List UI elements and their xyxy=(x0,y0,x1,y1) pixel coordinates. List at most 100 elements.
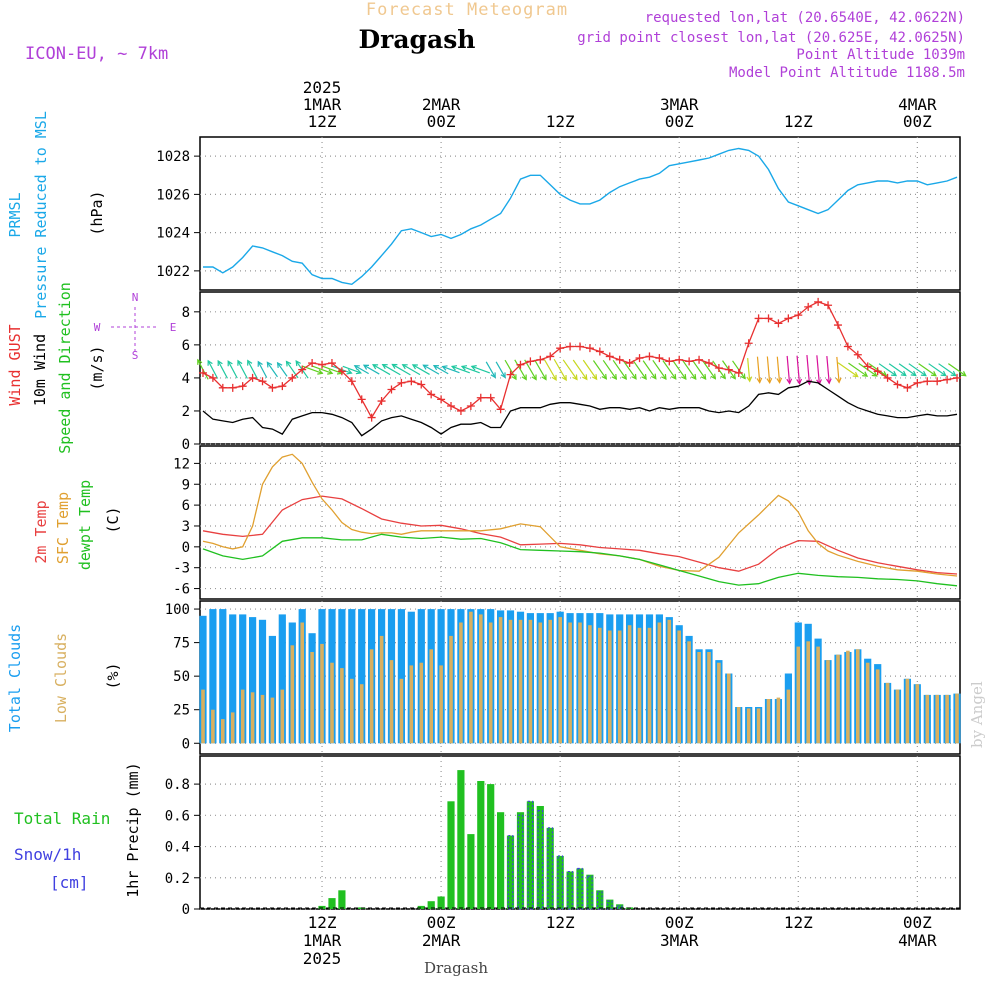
wind-arrow xyxy=(702,360,716,380)
wind-arrow-head xyxy=(197,358,203,365)
grid-point-coords: grid point closest lon,lat (20.625E, 42.… xyxy=(577,30,965,46)
low-cloud-bar xyxy=(250,692,255,744)
wind-arrow xyxy=(622,360,637,380)
wind-arrow-head xyxy=(835,377,842,384)
page-title: Dragash xyxy=(358,25,476,54)
requested-coords: requested lon,lat (20.6540E, 42.0622N) xyxy=(644,10,965,26)
total-cloud-bar xyxy=(278,614,286,744)
wind-arrow-head xyxy=(227,360,233,367)
rain-bar xyxy=(506,835,515,909)
gust-marker xyxy=(556,344,565,353)
total-cloud-bar xyxy=(268,635,276,744)
pressure-line xyxy=(203,147,958,286)
temp-unit: (C) xyxy=(104,506,122,533)
wind-arrow-head xyxy=(910,370,917,377)
wind-arrow xyxy=(382,364,401,376)
wind-arrow xyxy=(747,358,751,382)
low-cloud-bar xyxy=(459,622,463,744)
low-cloud-bar xyxy=(806,641,810,744)
wind-arrow xyxy=(878,363,897,377)
wind-arrow-head xyxy=(353,365,360,371)
wind-arrow xyxy=(423,364,440,375)
gust-marker xyxy=(298,365,307,374)
wind-arrow xyxy=(562,359,578,380)
wind-arrow xyxy=(363,364,380,375)
y-tick-label: 25 xyxy=(173,703,190,719)
wind-arrow xyxy=(888,363,907,376)
wind-arrow xyxy=(321,365,343,374)
wind-arrow-head xyxy=(217,359,223,366)
gust-marker xyxy=(824,301,833,310)
rain-bar xyxy=(536,806,544,909)
gust-marker xyxy=(804,302,813,311)
wind-arrow-head xyxy=(362,364,370,370)
bottom-time-label: 00Z xyxy=(427,913,456,932)
wind-arrow-head xyxy=(825,378,832,385)
gust-marker xyxy=(407,377,416,386)
wind-arrow-head xyxy=(871,371,878,377)
low-cloud-bar xyxy=(260,694,265,744)
dewpt-label: dewpt Temp xyxy=(76,480,94,570)
low-cloud-bar xyxy=(508,619,513,744)
snow-bar xyxy=(597,891,603,910)
rain-bar xyxy=(437,896,445,909)
wind-arrow xyxy=(806,355,811,385)
low-cloud-bar xyxy=(856,649,860,744)
low-cloud-bar xyxy=(796,646,801,744)
rain-bar xyxy=(497,812,505,909)
low-cloud-bar xyxy=(359,684,364,744)
wind-arrow xyxy=(938,363,956,377)
wind-arrow xyxy=(237,360,248,379)
gust-marker xyxy=(595,347,604,356)
wind-arrow-head xyxy=(862,371,869,377)
gust-marker xyxy=(744,339,753,348)
total-cloud-bar xyxy=(348,609,356,744)
y-tick-label: 1024 xyxy=(156,226,190,242)
model-label: ICON-EU, ~ 7km xyxy=(25,44,169,64)
low-cloud-bar xyxy=(310,652,314,744)
bottom-time-label: 00Z xyxy=(665,913,694,932)
low-cloud-bar xyxy=(280,689,285,744)
panel-frame-1 xyxy=(199,136,961,291)
wind-arrow xyxy=(848,362,868,377)
bottom-time-label: 12Z xyxy=(546,913,575,932)
bottom-time-label: 4MAR xyxy=(898,931,937,950)
y-tick-label: 6 xyxy=(182,498,190,514)
wind-arrow-head xyxy=(317,369,324,375)
low-cloud-bar xyxy=(885,682,890,744)
dewpt-line xyxy=(202,533,958,587)
wind-arrow xyxy=(553,358,567,381)
wind-arrow-head xyxy=(276,361,283,368)
wind-arrow-head xyxy=(900,370,907,377)
low-cloud-bar xyxy=(379,635,384,744)
y-tick-label: 0 xyxy=(182,540,190,556)
low-cloud-bar xyxy=(955,693,959,744)
low-cloud-bar xyxy=(230,712,235,744)
gust-marker xyxy=(843,342,852,351)
bottom-time-label: 3MAR xyxy=(660,931,699,950)
snow-bar xyxy=(607,900,613,910)
gust-marker xyxy=(248,373,257,382)
wind-arrow xyxy=(247,360,258,379)
total-cloud-bar xyxy=(239,614,247,744)
rain-bar xyxy=(338,890,346,909)
bottom-time-label: 1MAR xyxy=(303,931,342,950)
rain-bar xyxy=(616,904,624,909)
wind-arrow-head xyxy=(641,373,647,381)
y-tick-label: 50 xyxy=(173,669,190,685)
low-cloud-bar xyxy=(727,673,731,744)
snow-bar xyxy=(616,905,623,910)
wind-arrow-head xyxy=(432,364,440,371)
low-cloud-bar xyxy=(578,622,582,744)
wind-arrow-head xyxy=(960,371,967,377)
low-cloud-bar xyxy=(290,645,295,744)
low-cloud-bar xyxy=(617,630,622,744)
wind-unit: (m/s) xyxy=(88,345,106,390)
wind-arrow-head xyxy=(661,373,667,381)
rain-bar xyxy=(328,898,336,909)
gust-marker xyxy=(268,383,277,392)
snow-label: Snow/1h xyxy=(14,845,81,864)
low-cloud-bar xyxy=(915,684,920,744)
gust-marker xyxy=(208,373,217,382)
gust-marker xyxy=(754,314,763,323)
